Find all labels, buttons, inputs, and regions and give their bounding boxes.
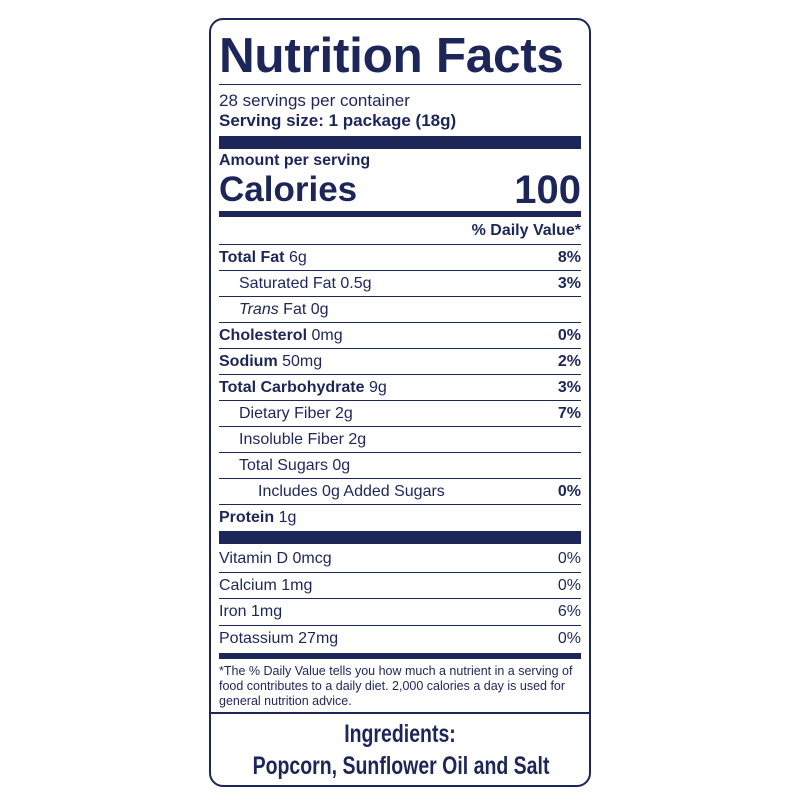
ingredients-section: Ingredients: Popcorn, Sunflower Oil and … (211, 712, 589, 785)
nutrient-row-total-fat: Total Fat 6g 8% (219, 244, 581, 270)
daily-value-footnote: *The % Daily Value tells you how much a … (219, 664, 573, 708)
medium-divider (219, 653, 581, 659)
servings-per-container: 28 servings per container (219, 91, 410, 110)
nutrient-row-saturated-fat: Saturated Fat 0.5g 3% (219, 270, 581, 296)
nutrient-row-protein: Protein 1g (219, 504, 581, 530)
vitamin-row: Iron 1mg 6% (219, 598, 581, 625)
nutrient-row-dietary-fiber: Dietary Fiber 2g 7% (219, 400, 581, 426)
medium-divider (219, 211, 581, 217)
daily-value-header: % Daily Value* (471, 222, 581, 239)
thick-divider (219, 531, 581, 544)
nutrient-row-trans-fat: Trans Fat 0g (219, 296, 581, 322)
nutrient-row-total-sugars: Total Sugars 0g (219, 452, 581, 478)
amount-per-serving: Amount per serving (219, 152, 371, 169)
nutrition-facts-label: Nutrition Facts 28 servings per containe… (209, 18, 591, 787)
vitamin-row: Vitamin D 0mcg 0% (219, 550, 581, 567)
nutrient-row-cholesterol: Cholesterol 0mg 0% (219, 322, 581, 348)
serving-size: Serving size: 1 package (18g) (219, 111, 457, 130)
label-title: Nutrition Facts (219, 29, 564, 83)
nutrient-row-insoluble-fiber: Insoluble Fiber 2g (219, 426, 581, 452)
calories-row: Calories 100 (219, 168, 581, 212)
ingredients-heading: Ingredients: (344, 720, 456, 748)
nutrient-row-total-carbohydrate: Total Carbohydrate 9g 3% (219, 374, 581, 400)
vitamin-row: Potassium 27mg 0% (219, 624, 581, 652)
calories-value: 100 (514, 168, 581, 212)
nutrient-row-sodium: Sodium 50mg 2% (219, 348, 581, 374)
divider (219, 84, 581, 85)
nutrient-row-added-sugars: Includes 0g Added Sugars 0% (219, 478, 581, 504)
calories-label: Calories (219, 170, 358, 209)
thick-divider (219, 136, 581, 149)
ingredients-list: Popcorn, Sunflower Oil and Salt (252, 752, 550, 780)
vitamin-row: Calcium 1mg 0% (219, 571, 581, 599)
